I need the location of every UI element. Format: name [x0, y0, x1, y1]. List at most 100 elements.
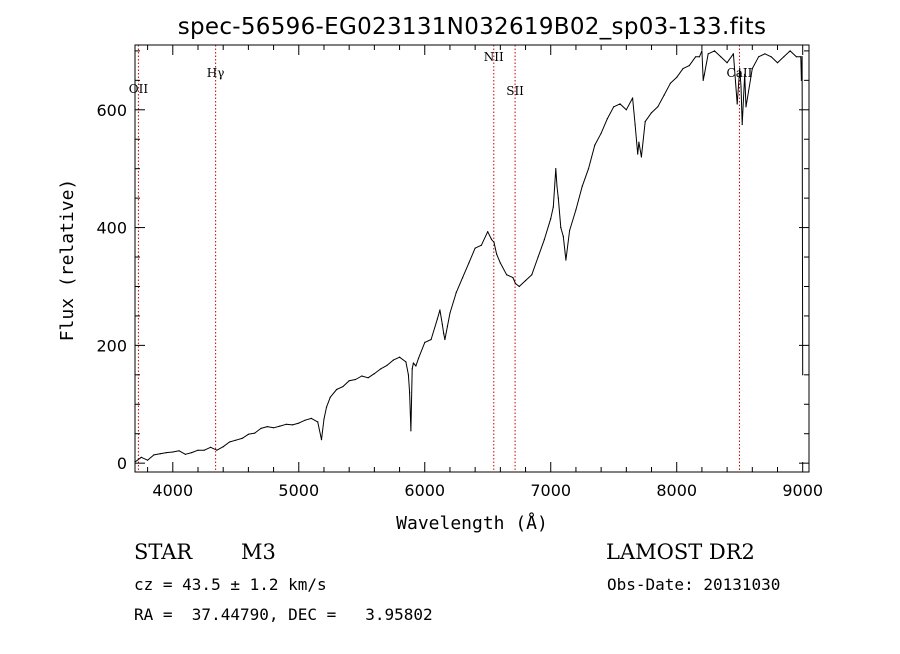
data-point	[543, 238, 546, 240]
data-point	[499, 262, 501, 264]
data-point	[634, 123, 636, 126]
chart-title: spec-56596-EG023131N032619B02_sp03-133.f…	[178, 14, 767, 40]
marker-label-2: NII	[484, 50, 504, 64]
data-point	[380, 368, 382, 370]
data-point	[462, 277, 464, 279]
y-tick-label: 0	[117, 454, 127, 473]
data-point	[707, 53, 709, 55]
data-point	[310, 417, 312, 419]
data-point	[241, 437, 243, 439]
data-point	[514, 282, 517, 285]
data-point	[801, 56, 803, 58]
data-point	[556, 185, 558, 187]
data-point	[474, 247, 476, 249]
data-point	[569, 229, 571, 232]
data-point	[698, 56, 701, 58]
data-point	[650, 112, 653, 114]
data-point	[392, 359, 394, 361]
data-point	[703, 73, 706, 75]
data-point	[751, 68, 753, 70]
data-point	[411, 368, 413, 370]
data-point	[348, 380, 350, 382]
data-point	[736, 103, 738, 105]
y-tick-label: 200	[96, 336, 127, 355]
data-point	[632, 97, 634, 99]
plot-frame	[134, 44, 810, 473]
data-point	[770, 56, 772, 58]
marker-label-1: Hγ	[207, 66, 225, 80]
data-point	[325, 406, 328, 408]
data-point	[247, 433, 249, 435]
data-point	[373, 373, 375, 375]
data-point	[446, 325, 448, 328]
data-point	[304, 419, 306, 421]
data-point	[550, 218, 552, 220]
data-point	[320, 439, 323, 441]
x-tick-label: 5000	[278, 481, 319, 500]
x-tick-label: 9000	[782, 481, 823, 500]
data-point	[625, 109, 627, 111]
data-point	[409, 391, 411, 394]
data-point	[587, 168, 590, 170]
data-point	[739, 68, 741, 70]
series-line-0	[134, 50, 804, 463]
x-tick-label: 8000	[656, 481, 697, 500]
data-point	[273, 427, 275, 429]
data-point	[745, 106, 747, 108]
data-point	[329, 396, 331, 398]
data-point	[367, 377, 369, 379]
data-point	[147, 459, 149, 461]
data-point	[291, 424, 294, 426]
x-tick-label: 6000	[404, 481, 445, 500]
data-point	[800, 56, 802, 58]
data-point	[637, 153, 639, 155]
data-point	[165, 452, 168, 454]
data-point	[410, 430, 412, 432]
data-point	[443, 333, 445, 335]
data-point	[439, 309, 441, 311]
data-point	[441, 324, 443, 326]
data-point	[361, 375, 363, 377]
data-point	[407, 374, 409, 376]
data-point	[702, 79, 704, 81]
data-point	[424, 341, 426, 343]
data-point	[640, 156, 643, 158]
data-point	[795, 56, 798, 58]
data-point	[493, 241, 495, 243]
data-point	[285, 423, 287, 425]
coordinates: RA = 37.44790, DEC = 3.95802	[134, 605, 433, 624]
data-point	[172, 451, 174, 453]
data-point	[210, 446, 212, 448]
y-axis-ticks: 0 200 400 600	[96, 50, 809, 473]
data-point	[430, 338, 432, 341]
data-point	[581, 185, 583, 187]
data-point	[260, 427, 262, 429]
data-point	[487, 231, 489, 233]
data-point	[496, 253, 498, 255]
obs-date: Obs-Date: 20131030	[607, 575, 781, 594]
data-point	[783, 56, 785, 58]
data-point	[552, 206, 554, 208]
data-point	[764, 53, 766, 55]
data-point	[254, 432, 256, 434]
data-point	[178, 450, 180, 452]
y-tick-label: 400	[96, 219, 127, 238]
data-point	[490, 238, 493, 240]
data-point	[720, 56, 722, 58]
y-tick-label: 600	[96, 101, 127, 120]
marker-label-0: OII	[129, 82, 149, 96]
data-point	[744, 73, 746, 75]
data-point	[663, 94, 665, 96]
redshift-readout: cz = 43.5 ± 1.2 km/s	[134, 575, 327, 594]
data-point	[802, 374, 804, 376]
data-point	[405, 361, 407, 363]
data-point	[524, 280, 527, 282]
data-point	[386, 364, 388, 366]
data-point	[153, 454, 155, 456]
data-point	[266, 426, 268, 428]
data-point	[657, 106, 659, 108]
data-point	[317, 421, 319, 423]
data-point	[279, 425, 281, 427]
